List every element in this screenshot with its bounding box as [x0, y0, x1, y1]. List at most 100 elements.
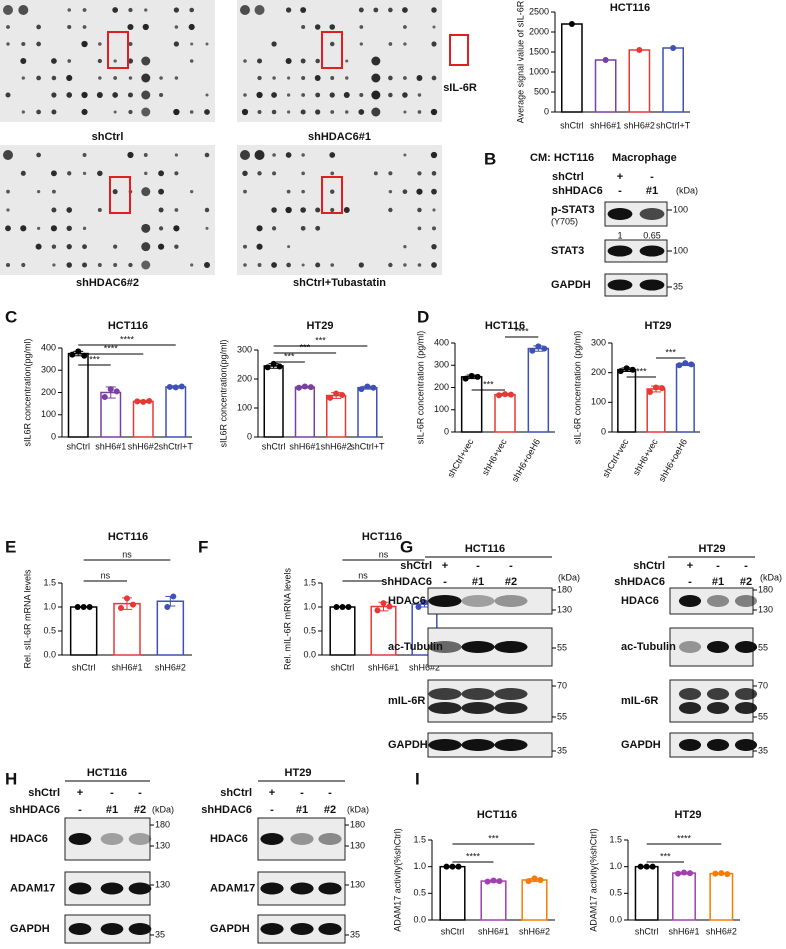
y-tick-label: 0.0	[609, 914, 622, 924]
highlight-box	[321, 176, 343, 214]
array-spot	[173, 225, 180, 232]
data-point	[74, 604, 81, 610]
y-axis-label: Average signal value of sIL-6R	[515, 0, 525, 123]
array-label: shHDAC6#2	[76, 277, 139, 289]
x-tick-label: shH6#1	[289, 441, 320, 451]
x-tick-label: shH6#2	[706, 926, 737, 936]
lane-label: #2	[324, 804, 336, 816]
array-spot	[128, 76, 133, 80]
blot-band	[260, 923, 284, 935]
data-point	[69, 351, 76, 358]
array-spot	[159, 92, 164, 98]
data-point	[333, 604, 340, 610]
bar	[326, 394, 347, 438]
lane-label: +	[687, 560, 693, 572]
array-spot	[315, 262, 321, 268]
data-point	[468, 372, 475, 379]
data-point	[101, 393, 108, 400]
array-spot	[97, 263, 102, 267]
array-spot	[52, 263, 56, 267]
array-spot	[81, 40, 88, 48]
data-point	[164, 604, 171, 610]
array-spot	[272, 76, 276, 80]
array-spot	[67, 24, 72, 30]
data-point	[339, 391, 346, 398]
significance-label: ****	[120, 334, 135, 344]
blot-band	[494, 641, 528, 653]
data-point	[718, 870, 725, 877]
blot-band	[461, 702, 495, 714]
array-spot	[190, 263, 194, 267]
array-spot	[20, 170, 26, 176]
y-tick-label: 1.0	[413, 861, 426, 871]
array-spot	[287, 76, 291, 80]
array-spot	[6, 189, 10, 194]
blot-band	[318, 833, 342, 845]
y-tick-label: 200	[41, 387, 56, 397]
panel-label: H	[5, 769, 17, 788]
data-point	[80, 604, 87, 610]
array-spot	[358, 7, 364, 13]
marker-label: 35	[758, 745, 768, 755]
bar	[662, 47, 684, 113]
row-label: GAPDH	[10, 923, 50, 935]
y-tick-label: 0.0	[303, 649, 316, 659]
blot-band	[494, 702, 528, 714]
array-spot	[141, 187, 151, 197]
array-spot	[51, 244, 57, 249]
y-axis-label: sIL-6R concentration (pg/ml)	[415, 331, 425, 445]
lane-label: -	[270, 804, 274, 816]
significance-label: ***	[660, 851, 671, 861]
x-tick-label: shH6#1	[668, 926, 699, 936]
array-spot	[96, 91, 103, 99]
bar	[617, 368, 637, 433]
bar	[67, 352, 89, 438]
blot-band	[678, 702, 702, 714]
array-spot	[141, 260, 151, 270]
array-spot	[205, 42, 209, 46]
array-spot	[271, 41, 277, 47]
data-point	[86, 604, 93, 610]
array-spot	[158, 207, 164, 213]
array-spot	[112, 189, 118, 195]
bar	[329, 606, 356, 656]
lane-label: -	[328, 787, 332, 799]
blot-title: HT29	[285, 767, 312, 779]
array-spot	[330, 263, 335, 267]
data-point	[629, 366, 636, 373]
array-membrane	[237, 0, 442, 122]
array-spot	[20, 225, 27, 232]
data-point	[676, 362, 683, 369]
array-spot	[257, 75, 262, 81]
array-spot	[18, 5, 29, 15]
row-label: HDAC6	[10, 833, 48, 845]
y-tick-label: 0.5	[43, 625, 56, 635]
array-spot	[174, 153, 178, 157]
panel-label: B	[484, 149, 496, 168]
significance-label: ***	[483, 379, 494, 389]
array-spot	[345, 76, 349, 80]
bar	[646, 388, 666, 433]
array-spot	[82, 171, 87, 175]
y-axis-label: Rel. sIL-6R mRNA levels	[22, 569, 32, 669]
array-spot	[67, 171, 72, 176]
row-label: HDAC6	[210, 833, 248, 845]
blot-header: CM: HCT116	[530, 152, 594, 164]
significance-label: ***	[300, 342, 311, 352]
array-spot	[301, 189, 305, 194]
array-spot	[174, 25, 179, 29]
blot-band	[494, 688, 528, 700]
marker-label: 35	[350, 929, 360, 939]
array-spot	[271, 109, 277, 115]
row-label: p-STAT3	[551, 204, 595, 216]
blot-band	[428, 595, 462, 607]
array-spot	[35, 243, 42, 250]
array-spot	[343, 92, 350, 98]
quantification: 0.65	[643, 230, 661, 240]
row-label: GAPDH	[621, 739, 661, 751]
array-spot	[5, 92, 11, 98]
array-spot	[343, 207, 350, 213]
blot-band	[128, 923, 152, 935]
array-spot	[6, 208, 10, 212]
array-spot	[403, 153, 407, 157]
